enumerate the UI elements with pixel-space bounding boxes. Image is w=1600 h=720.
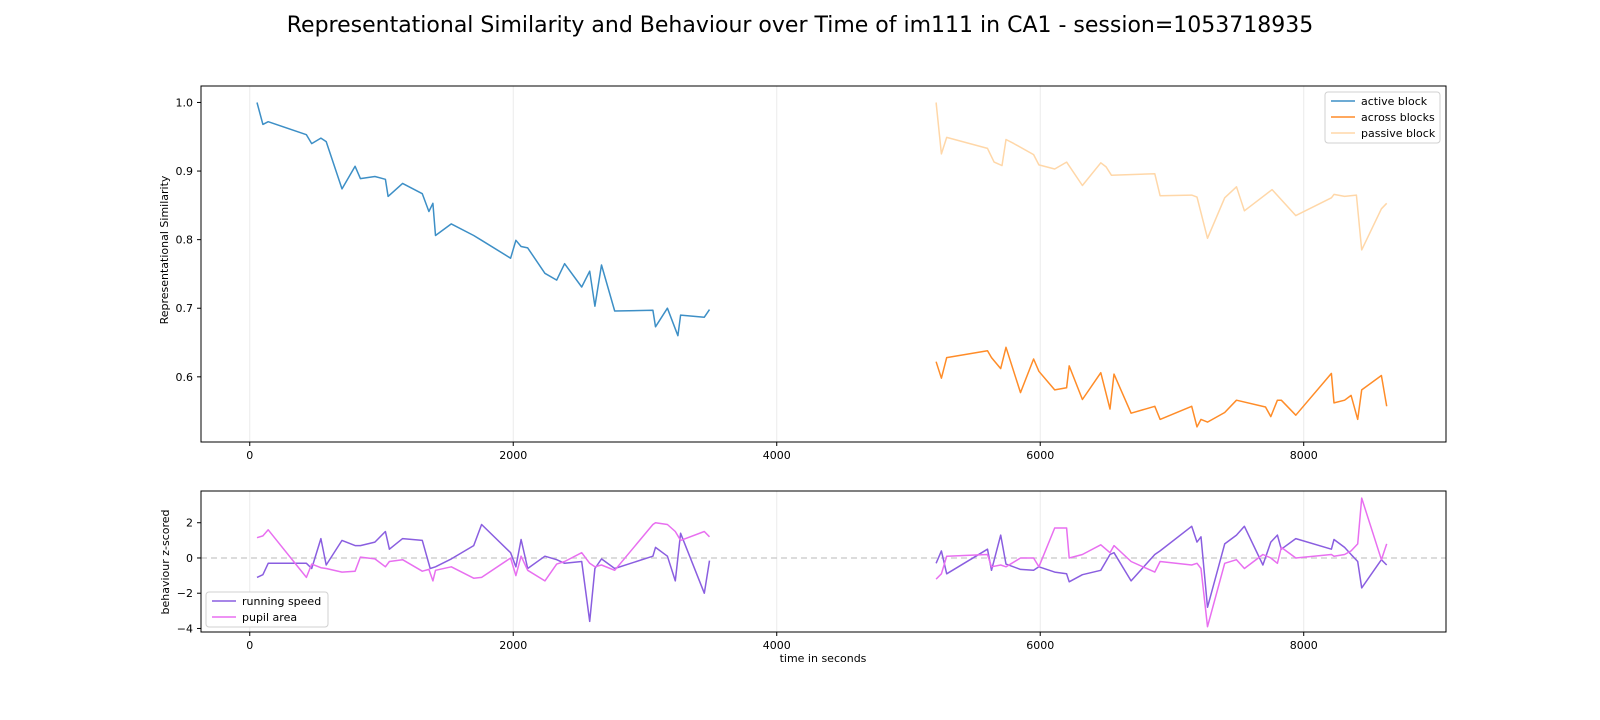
behaviour-ticks: 0 2000 4000 6000 8000 −4 −2 0 2: [177, 517, 1318, 652]
similarity-legend-box: [1324, 91, 1441, 144]
legend-label-running-speed: running speed: [242, 595, 321, 608]
similarity-x-tick-label: 4000: [763, 449, 791, 462]
similarity-x-tick-label: 6000: [1026, 449, 1054, 462]
similarity-y-tick-label: 0.7: [176, 302, 194, 315]
behaviour-legend-box: [205, 591, 329, 628]
series-line-pupil-area-1: [256, 521, 711, 582]
series-line-active-block-0: [256, 102, 711, 337]
behaviour-axes-frame: [200, 490, 1447, 633]
behaviour-y-tick-label: 0: [186, 552, 193, 565]
similarity-lines: [256, 102, 1388, 428]
similarity-y-tick-label: 1.0: [176, 96, 194, 109]
behaviour-axes: 0 2000 4000 6000 8000 −4 −2 0 2 behaviour z-scor…: [159, 490, 1447, 665]
similarity-y-tick-label: 0.9: [176, 165, 194, 178]
series-line-across-blocks-1: [935, 346, 1388, 428]
behaviour-x-tick-label: 6000: [1026, 639, 1054, 652]
similarity-y-tick-label: 0.6: [176, 371, 194, 384]
similarity-x-tick-label: 0: [246, 449, 253, 462]
similarity-legend: active block across blocks passive block: [1324, 91, 1441, 144]
legend-label-passive-block: passive block: [1361, 127, 1436, 140]
similarity-axes-frame: [200, 85, 1447, 443]
series-line-running-speed-0: [256, 523, 711, 623]
legend-label-across-blocks: across blocks: [1361, 111, 1435, 124]
similarity-y-tick-label: 0.8: [176, 234, 194, 247]
behaviour-x-tick-label: 2000: [499, 639, 527, 652]
behaviour-x-tick-label: 0: [246, 639, 253, 652]
series-line-passive-block-2: [935, 102, 1388, 251]
legend-label-pupil-area: pupil area: [242, 611, 297, 624]
behaviour-y-tick-label: 2: [186, 517, 193, 530]
behaviour-y-label: behaviour z-scored: [159, 509, 172, 614]
behaviour-x-tick-label: 8000: [1290, 639, 1318, 652]
similarity-x-tick-label: 8000: [1290, 449, 1318, 462]
similarity-axes: 0 2000 4000 6000 8000 0.6 0.7 0.8 0.9 1.0 Represe…: [158, 85, 1447, 462]
similarity-x-tick-label: 2000: [499, 449, 527, 462]
similarity-grid: [249, 86, 1305, 442]
series-line-running-speed-2: [935, 525, 1388, 609]
behaviour-y-tick-label: −4: [177, 622, 193, 635]
behaviour-grid: [201, 491, 1446, 632]
behaviour-y-tick-label: −2: [177, 587, 193, 600]
behaviour-lines: [256, 497, 1388, 628]
legend-label-active-block: active block: [1361, 95, 1428, 108]
behaviour-legend: running speed pupil area: [205, 591, 329, 628]
similarity-ticks: 0 2000 4000 6000 8000 0.6 0.7 0.8 0.9 1.0: [176, 96, 1318, 462]
chart-title: Representational Similarity and Behaviou…: [287, 13, 1314, 38]
similarity-y-label: Representational Similarity: [158, 175, 171, 324]
behaviour-x-tick-label: 4000: [763, 639, 791, 652]
behaviour-x-label: time in seconds: [780, 652, 867, 665]
series-line-pupil-area-3: [935, 497, 1388, 628]
